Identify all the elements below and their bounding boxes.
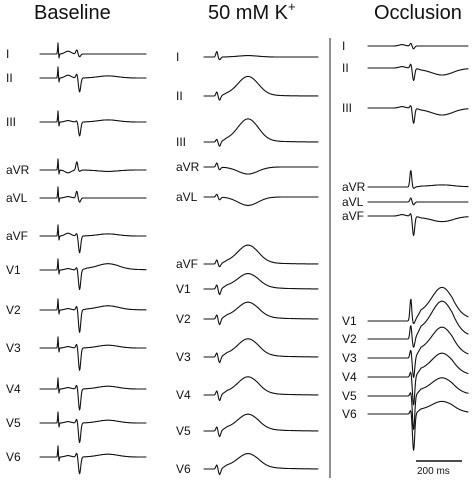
ecg-trace-avf	[203, 244, 319, 268]
ecg-trace-avr	[203, 162, 319, 175]
lead-label-iii: III	[342, 101, 352, 115]
lead-label-v2: V2	[176, 312, 191, 326]
panel-title-occlusion: Occlusion	[374, 2, 462, 24]
ecg-trace-v1	[39, 258, 147, 291]
lead-label-v4: V4	[176, 388, 191, 402]
panel-title-potassium: 50 mM K+	[208, 0, 296, 24]
ecg-trace-iii	[203, 118, 319, 147]
lead-label-avr: aVR	[6, 163, 30, 177]
lead-label-avf: aVF	[176, 257, 198, 271]
lead-label-avr: aVR	[342, 180, 366, 194]
ecg-trace-ii	[39, 66, 147, 93]
ecg-trace-v2	[367, 300, 469, 348]
ecg-trace-iii	[367, 105, 469, 124]
lead-label-avf: aVF	[6, 229, 28, 243]
lead-label-v6: V6	[176, 462, 191, 476]
ecg-trace-i	[367, 42, 469, 50]
ecg-trace-v6	[203, 453, 319, 476]
lead-label-ii: II	[342, 61, 349, 75]
lead-label-v5: V5	[342, 389, 357, 403]
ecg-trace-i	[39, 42, 147, 59]
ecg-trace-v2	[39, 298, 147, 333]
ecg-trace-v3	[203, 338, 319, 364]
ecg-trace-v6	[39, 445, 147, 475]
ecg-trace-v3	[367, 326, 469, 378]
ecg-trace-v4	[39, 377, 147, 411]
lead-label-v3: V3	[6, 341, 21, 355]
ecg-trace-v5	[367, 377, 469, 430]
ecg-trace-avf	[39, 224, 147, 254]
ecg-trace-avl	[39, 186, 147, 203]
lead-label-v6: V6	[6, 450, 21, 464]
panel-title-potassium-sup: +	[288, 0, 296, 14]
ecg-trace-v6	[367, 400, 469, 451]
lead-label-avl: aVL	[342, 195, 364, 209]
ecg-trace-v5	[203, 413, 319, 438]
lead-label-iii: III	[176, 135, 186, 149]
lead-label-v2: V2	[342, 332, 357, 346]
lead-label-ii: II	[176, 89, 183, 103]
lead-label-v3: V3	[176, 350, 191, 364]
lead-label-v4: V4	[342, 370, 357, 384]
ecg-trace-v5	[39, 411, 147, 444]
ecg-trace-avf	[367, 213, 469, 237]
lead-label-v2: V2	[6, 303, 21, 317]
ecg-trace-i	[203, 51, 319, 61]
lead-label-avl: aVL	[176, 190, 198, 204]
ecg-trace-v1	[203, 273, 319, 296]
panel-title-baseline: Baseline	[34, 2, 111, 24]
lead-label-i: I	[6, 47, 9, 61]
scale-bar-label: 200 ms	[417, 466, 450, 477]
lead-label-i: I	[342, 39, 345, 53]
ecg-trace-avr	[367, 170, 469, 189]
ecg-trace-avr	[39, 158, 147, 175]
lead-label-v1: V1	[342, 314, 357, 328]
lead-label-ii: II	[6, 71, 13, 85]
lead-label-avr: aVR	[176, 160, 200, 174]
lead-label-v1: V1	[6, 263, 21, 277]
lead-label-v3: V3	[342, 351, 357, 365]
ecg-trace-v4	[367, 352, 469, 406]
ecg-trace-iii	[39, 110, 147, 137]
lead-label-iii: III	[6, 115, 16, 129]
lead-label-v6: V6	[342, 407, 357, 421]
lead-label-v5: V5	[6, 416, 21, 430]
ecg-trace-v4	[203, 376, 319, 402]
ecg-trace-ii	[203, 75, 319, 101]
lead-label-avl: aVL	[6, 191, 28, 205]
lead-label-avf: aVF	[342, 209, 364, 223]
lead-label-v4: V4	[6, 382, 21, 396]
lead-label-i: I	[176, 50, 179, 64]
ecg-trace-avl	[367, 197, 469, 206]
ecg-trace-avl	[203, 193, 319, 206]
lead-label-v5: V5	[176, 424, 191, 438]
ecg-trace-v1	[367, 286, 469, 325]
lead-label-v1: V1	[176, 282, 191, 296]
ecg-trace-v3	[39, 336, 147, 371]
panel-title-potassium-text: 50 mM K	[208, 2, 289, 24]
ecg-trace-ii	[367, 63, 469, 82]
ecg-trace-v2	[203, 301, 319, 326]
